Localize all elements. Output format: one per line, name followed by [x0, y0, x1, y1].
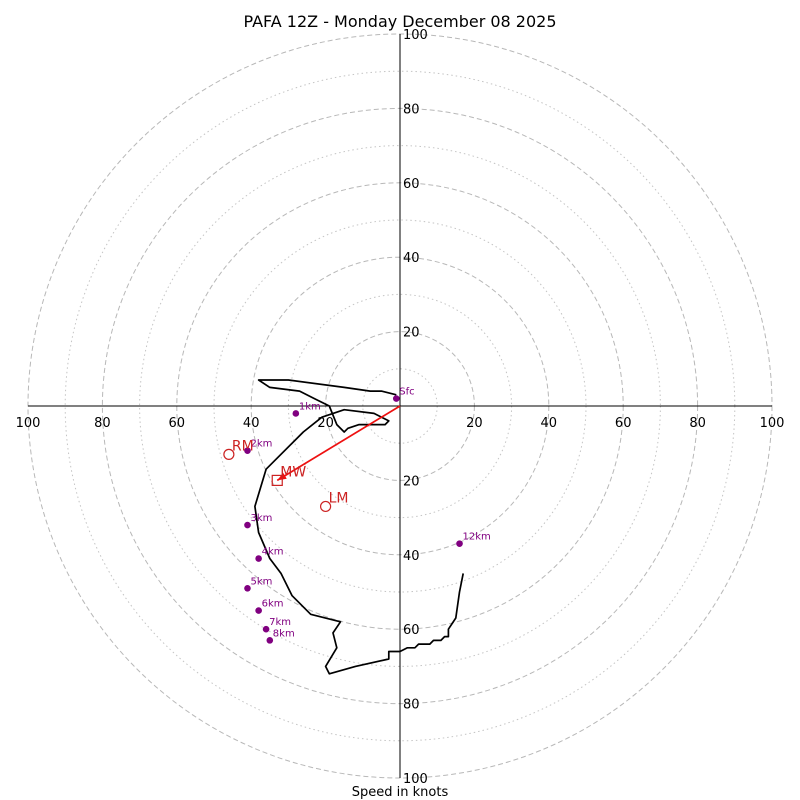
y-tick-label: 20 [403, 326, 420, 341]
height-marker-dot [266, 637, 274, 644]
height-marker-label: 2km [250, 439, 272, 450]
y-tick-label: 80 [403, 102, 420, 117]
height-marker-label: 3km [250, 513, 272, 524]
x-tick-label: 40 [243, 416, 260, 431]
height-marker-label: 12km [463, 532, 491, 543]
height-marker-dot [255, 555, 262, 562]
height-marker-label: 5km [250, 576, 272, 587]
height-marker-label: 6km [262, 599, 284, 610]
height-marker-label: 1km [299, 401, 321, 412]
y-tick-label: 80 [403, 698, 420, 713]
storm-motion-label: RM [232, 438, 254, 454]
height-marker-dot [456, 540, 463, 547]
hodograph-line [254, 379, 465, 675]
height-marker-dot [292, 410, 300, 417]
y-tick-label: 60 [403, 623, 420, 638]
storm-motion-marker-rm [223, 448, 235, 460]
y-tick-label: 40 [403, 251, 420, 266]
x-tick-label: 40 [541, 416, 558, 431]
x-tick-label: 80 [689, 416, 706, 431]
height-marker-dot [244, 521, 251, 529]
height-marker-dot [244, 447, 251, 454]
x-axis-label: Speed in knots [352, 785, 449, 800]
y-tick-label: 40 [403, 549, 420, 564]
height-marker-label: 7km [269, 617, 291, 628]
height-marker-label: Sfc [399, 387, 414, 398]
height-marker-dot [255, 607, 262, 614]
mean-wind-arrow-shaft [276, 405, 401, 482]
storm-motion-marker-lm [320, 500, 332, 513]
height-marker-dot [262, 625, 270, 633]
y-tick-label: 20 [403, 474, 420, 489]
storm-motion-label: MW [280, 464, 306, 480]
tick-labels: 100 80 60 40 20 20 40 60 80 100 100 80 60 40 20 20 40 60 8… [16, 28, 785, 787]
height-marker-dot [392, 395, 400, 402]
height-marker-label: 8km [273, 628, 295, 639]
x-tick-label: 80 [94, 416, 111, 431]
storm-motion-marker-mw [271, 474, 283, 486]
x-tick-label: 100 [760, 416, 785, 431]
x-tick-label: 60 [169, 416, 186, 431]
height-marker-dot [244, 584, 251, 592]
y-tick-label: 100 [403, 772, 428, 787]
storm-motion-markers: RM MW LM [223, 438, 349, 513]
x-tick-label: 100 [16, 416, 41, 431]
hodograph-trace [254, 379, 465, 675]
chart-title: PAFA 12Z - Monday December 08 2025 [243, 12, 556, 31]
height-marker-label: 4km [262, 547, 284, 558]
y-tick-label: 100 [403, 28, 428, 43]
y-tick-label: 60 [403, 177, 420, 192]
x-tick-label: 20 [466, 416, 483, 431]
x-tick-label: 20 [317, 416, 334, 431]
x-tick-label: 60 [615, 416, 632, 431]
storm-motion-label: LM [329, 490, 349, 506]
